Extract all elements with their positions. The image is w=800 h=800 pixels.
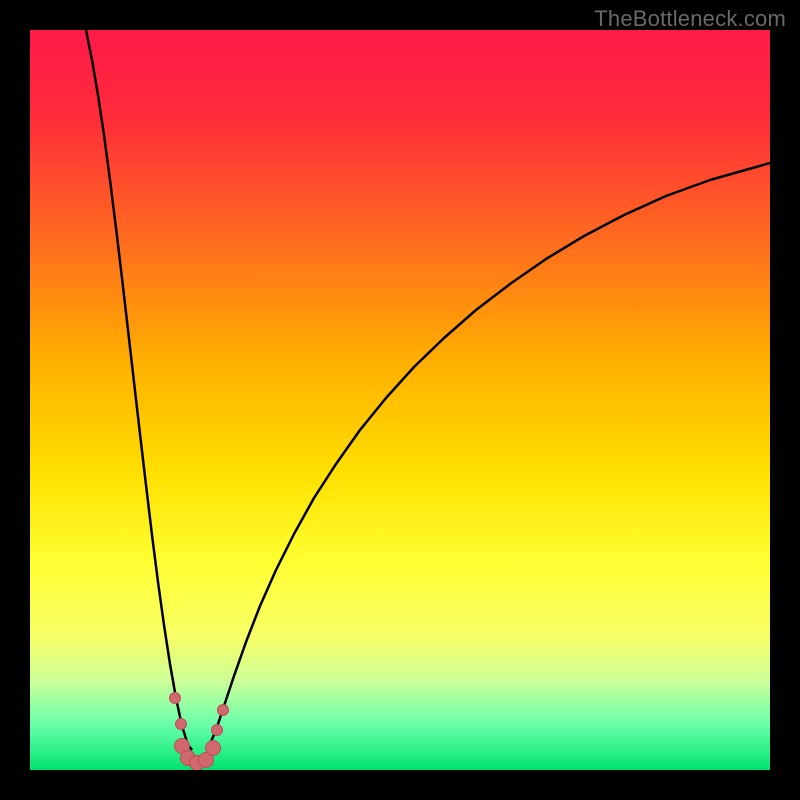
chart-frame: TheBottleneck.com: [0, 0, 800, 800]
plot-area: [30, 30, 770, 770]
marker-point: [176, 719, 187, 730]
marker-point: [212, 725, 223, 736]
marker-point: [206, 741, 221, 756]
marker-point: [170, 693, 181, 704]
marker-point: [218, 705, 229, 716]
bottleneck-curve-chart: [30, 30, 770, 770]
watermark-label: TheBottleneck.com: [594, 6, 786, 32]
gradient-background: [30, 30, 770, 770]
